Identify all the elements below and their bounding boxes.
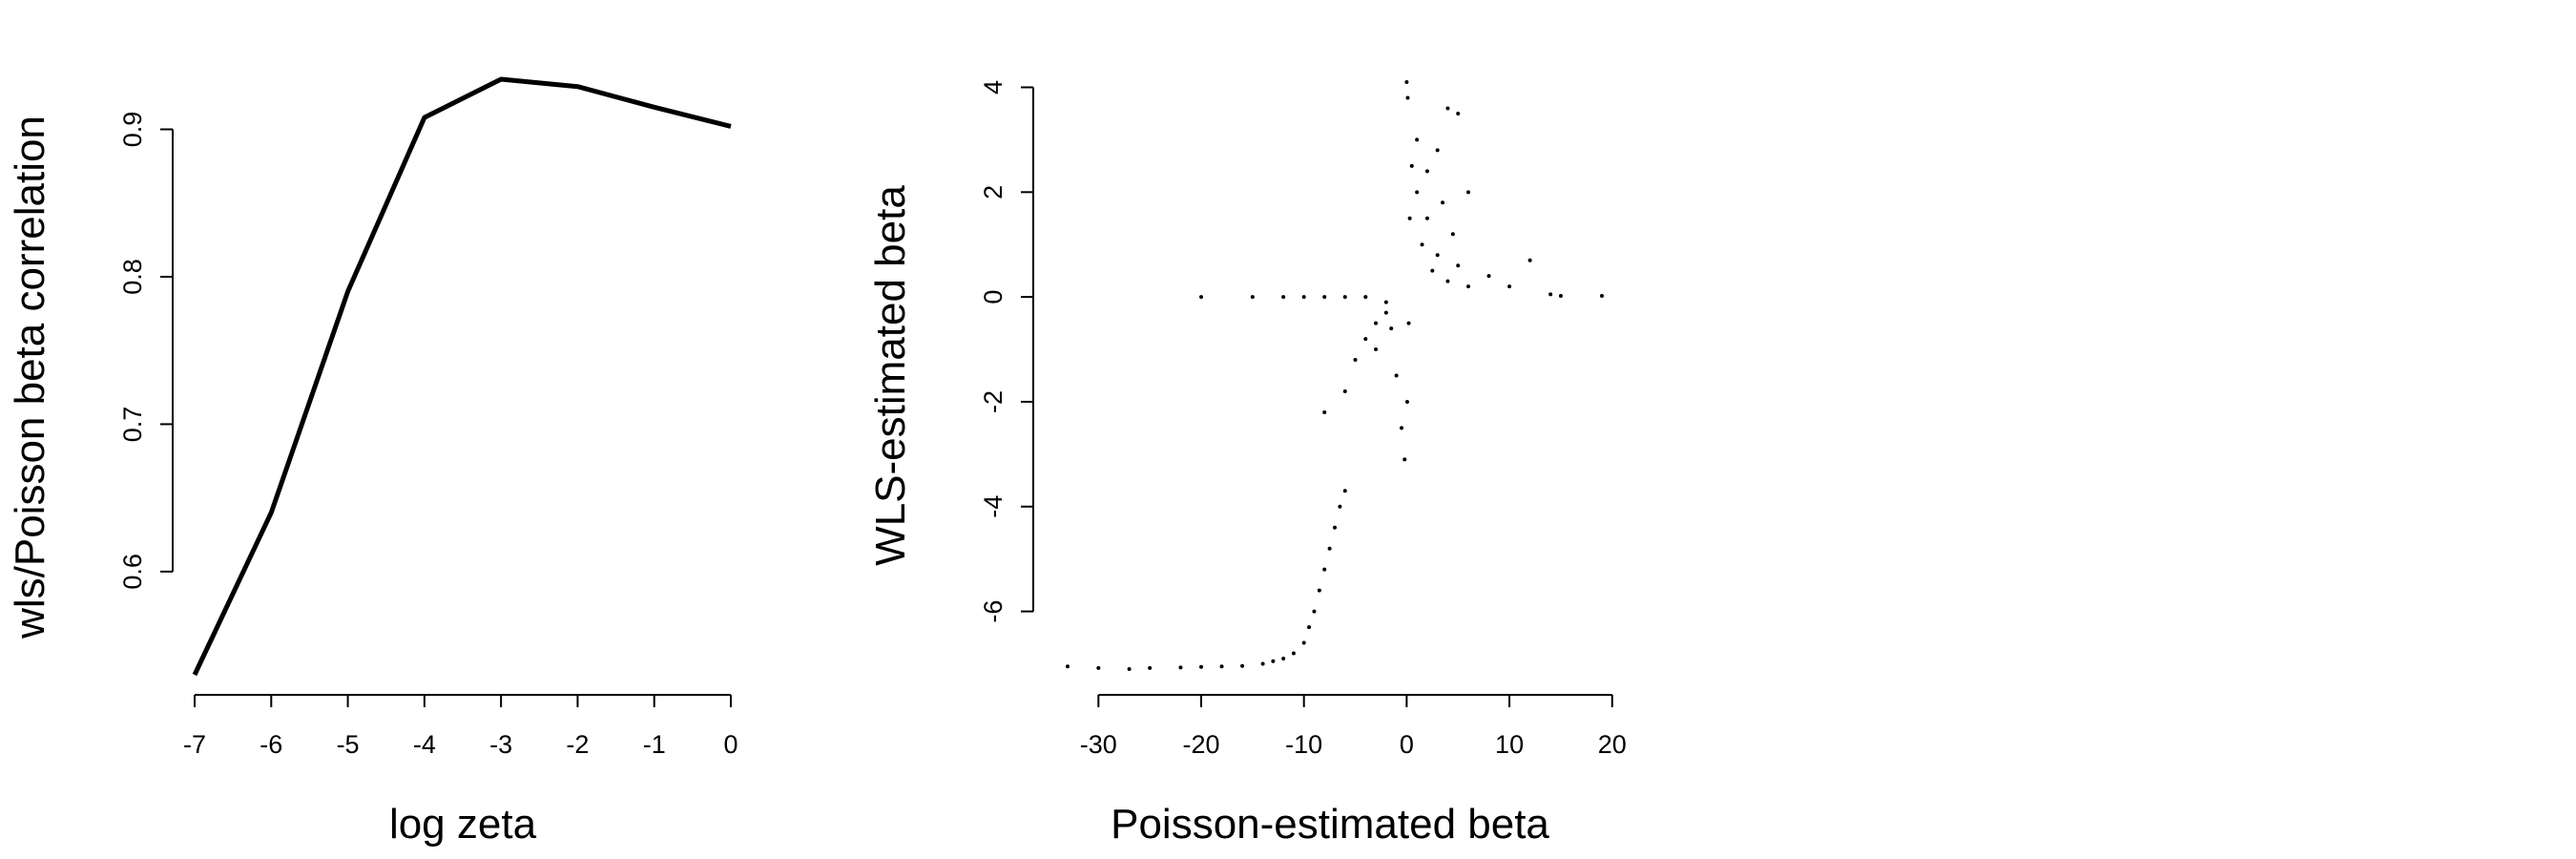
data-point [1096, 665, 1101, 670]
data-point [1405, 95, 1410, 100]
y-tick-label: 0.8 [118, 259, 147, 295]
data-point [1389, 326, 1394, 331]
data-point [1250, 295, 1255, 300]
data-point [1435, 253, 1440, 258]
x-tick-label: -4 [413, 730, 436, 759]
data-point [1199, 295, 1203, 300]
data-point [1404, 399, 1409, 404]
data-point [1374, 347, 1379, 352]
data-point [1383, 300, 1388, 304]
data-point [1394, 373, 1399, 378]
data-point [1404, 80, 1409, 84]
data-point [1301, 640, 1306, 645]
y-tick-label: -6 [979, 600, 1008, 623]
data-point [1445, 279, 1450, 283]
data-point [1415, 190, 1420, 195]
data-point [1466, 190, 1470, 195]
data-point [1374, 321, 1379, 325]
data-point [1407, 216, 1412, 220]
data-point [1312, 609, 1317, 614]
data-point [1507, 284, 1512, 289]
data-line [192, 76, 732, 677]
data-point [1291, 651, 1296, 656]
data-point [1199, 664, 1203, 669]
data-point [1307, 625, 1312, 630]
y-tick-label: 4 [979, 80, 1008, 94]
x-tick-label: 10 [1495, 730, 1524, 759]
data-point [1409, 163, 1414, 168]
data-point [1486, 274, 1491, 279]
y-axis-title: WLS-estimated beta [867, 185, 914, 566]
data-point [1450, 232, 1455, 237]
x-tick-label: -5 [337, 730, 360, 759]
data-point [1430, 268, 1435, 273]
data-point [1301, 295, 1306, 300]
data-point [1456, 263, 1461, 268]
x-tick-label: 0 [723, 730, 737, 759]
data-point [1342, 489, 1347, 493]
data-point [1240, 663, 1245, 668]
y-tick-label: 2 [979, 185, 1008, 199]
x-tick-label: -1 [643, 730, 666, 759]
data-point [1527, 258, 1532, 262]
x-tick-label: -2 [566, 730, 589, 759]
data-point [1148, 665, 1153, 670]
data-point [1327, 546, 1332, 551]
data-point [1317, 588, 1321, 593]
x-tick-label: 20 [1598, 730, 1627, 759]
data-point [1445, 106, 1450, 111]
data-point [1342, 295, 1347, 300]
data-point [1322, 409, 1327, 414]
y-tick-label: -2 [979, 390, 1008, 413]
data-point [1456, 111, 1461, 115]
data-point [1420, 242, 1424, 247]
data-point [1600, 294, 1604, 299]
y-tick-label: 0.9 [118, 112, 147, 148]
data-point [1558, 294, 1563, 299]
y-axis-title: wls/Poisson beta correlation [7, 115, 53, 639]
data-point [1281, 295, 1286, 300]
data-point [1333, 525, 1337, 530]
data-point [1066, 664, 1070, 669]
data-point [1363, 295, 1368, 300]
x-tick-label: -3 [489, 730, 512, 759]
data-point [1424, 216, 1429, 220]
data-point [1383, 310, 1388, 315]
data-point [1219, 664, 1224, 669]
x-tick-label: -6 [260, 730, 282, 759]
data-point [1424, 169, 1429, 174]
data-point [1363, 337, 1368, 342]
data-point [1548, 292, 1553, 297]
data-point [1441, 200, 1445, 205]
data-point [1400, 426, 1403, 430]
data-point [1271, 659, 1276, 663]
data-point [1435, 148, 1440, 153]
y-tick-label: 0.6 [118, 554, 147, 590]
data-point [1415, 137, 1420, 142]
x-tick-label: -30 [1080, 730, 1117, 759]
x-tick-label: -7 [183, 730, 206, 759]
data-point [1127, 667, 1132, 671]
y-tick-label: 0.7 [118, 407, 147, 443]
data-point [1338, 504, 1342, 509]
data-point [1402, 457, 1407, 462]
x-tick-label: -10 [1285, 730, 1322, 759]
data-point [1178, 665, 1183, 670]
data-point [1322, 295, 1327, 300]
data-point [1466, 284, 1470, 289]
data-point [1353, 358, 1358, 363]
x-tick-label: -20 [1182, 730, 1219, 759]
y-tick-label: 0 [979, 290, 1008, 304]
data-point [1260, 661, 1265, 666]
x-axis-title: Poisson-estimated beta [1111, 801, 1549, 848]
data-point [1406, 321, 1411, 325]
data-point [1281, 657, 1286, 661]
data-point [1342, 388, 1347, 393]
data-point [1322, 567, 1327, 572]
y-tick-label: -4 [979, 495, 1008, 518]
x-axis-title: log zeta [389, 801, 537, 848]
x-tick-label: 0 [1400, 730, 1414, 759]
